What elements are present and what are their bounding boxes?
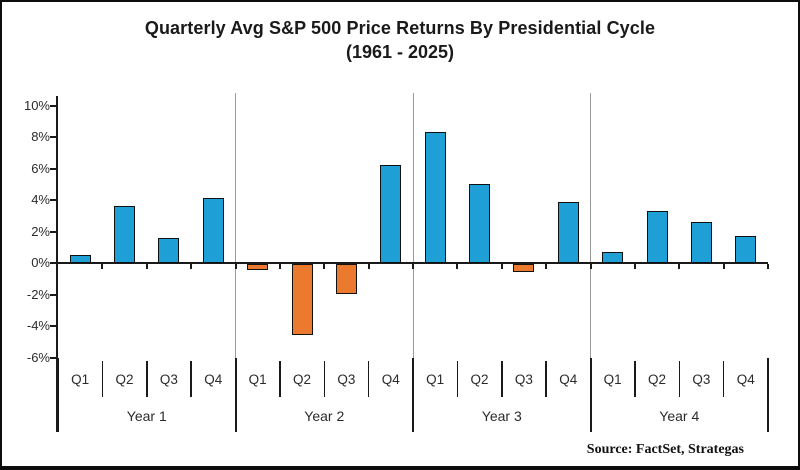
quarter-separator-line <box>101 361 104 397</box>
quarter-separator-line <box>678 361 680 397</box>
x-axis-tick <box>278 264 281 269</box>
bar-year2-q1 <box>247 264 269 271</box>
x-axis-tick <box>145 264 148 269</box>
bar-year4-q3 <box>690 222 712 263</box>
year-divider-line <box>590 93 591 360</box>
y-tick-label: 8% <box>31 129 50 144</box>
bar-year3-q2 <box>469 184 491 263</box>
quarter-label: Q1 <box>603 372 622 387</box>
bar-year2-q4 <box>380 165 402 263</box>
y-axis-tick <box>50 356 56 359</box>
source-note: Source: FactSet, Strategas <box>586 442 744 457</box>
x-axis-tick <box>190 264 193 269</box>
y-axis-tick <box>50 325 56 327</box>
y-tick-label: -6% <box>26 349 50 365</box>
y-tick-label: -4% <box>26 318 50 333</box>
y-axis-tick <box>50 199 56 201</box>
quarter-label: Q1 <box>248 372 267 387</box>
quarter-separator-line <box>722 361 725 397</box>
bar-year4-q1 <box>602 251 624 263</box>
y-tick-label: -2% <box>26 286 50 302</box>
y-axis-tick <box>50 293 56 296</box>
quarter-label: Q1 <box>426 372 445 387</box>
quarter-label: Q3 <box>337 372 356 387</box>
year-separator-line <box>589 358 592 432</box>
bar-year4-q4 <box>735 236 757 263</box>
x-axis-tick <box>101 264 104 269</box>
title-block: Quarterly Avg S&P 500 Price Returns By P… <box>0 16 800 65</box>
x-axis-tick <box>589 264 592 269</box>
quarter-separator-line <box>190 361 192 397</box>
bar-year2-q2 <box>291 264 313 335</box>
y-tick-label: 0% <box>31 255 50 270</box>
y-axis-tick <box>50 136 56 138</box>
x-axis-tick <box>500 264 503 269</box>
quarter-label: Q3 <box>159 372 178 387</box>
y-axis-tick <box>50 104 56 107</box>
year-separator-line <box>57 358 59 432</box>
quarter-label: Q4 <box>559 372 578 387</box>
x-axis-tick <box>633 264 636 269</box>
quarter-separator-line <box>323 361 325 397</box>
x-axis-tick <box>678 264 681 269</box>
y-tick-label: 10% <box>23 97 50 113</box>
quarter-separator-line <box>501 361 503 397</box>
quarter-label: Q2 <box>470 372 489 387</box>
year-label: Year 3 <box>481 408 522 424</box>
quarter-separator-line <box>279 361 281 397</box>
x-axis-tick <box>545 264 548 269</box>
quarter-label: Q2 <box>293 372 312 387</box>
year-label: Year 1 <box>126 408 167 424</box>
quarter-separator-line <box>367 361 370 397</box>
x-axis-tick <box>456 264 459 269</box>
y-axis-tick <box>50 167 56 170</box>
y-tick-label: 6% <box>31 160 50 176</box>
year-separator-line <box>767 358 769 432</box>
bar-year3-q1 <box>424 132 446 263</box>
quarter-label: Q2 <box>115 372 134 387</box>
year-divider-line <box>235 93 236 360</box>
quarter-label: Q4 <box>736 372 755 387</box>
year-separator-line <box>412 358 414 432</box>
bar-year1-q3 <box>158 237 180 263</box>
quarter-separator-line <box>456 361 459 397</box>
bar-year1-q4 <box>202 198 224 263</box>
x-axis-tick <box>412 264 414 269</box>
y-tick-label: 2% <box>31 223 50 239</box>
quarter-label: Q3 <box>692 372 711 387</box>
bar-year2-q3 <box>335 264 357 294</box>
x-axis-tick <box>234 264 237 269</box>
year-divider-line <box>412 93 414 360</box>
y-axis-line <box>56 96 58 432</box>
x-axis-tick <box>367 264 370 269</box>
bar-year3-q3 <box>513 264 535 272</box>
bar-year1-q2 <box>114 206 136 263</box>
x-axis-line <box>58 262 768 264</box>
year-label: Year 2 <box>304 408 345 424</box>
quarter-separator-line <box>634 361 636 397</box>
x-axis-tick <box>323 264 326 269</box>
x-axis-tick <box>767 264 769 269</box>
quarter-label: Q1 <box>71 372 90 387</box>
y-axis-tick <box>50 230 56 233</box>
quarter-label: Q2 <box>648 372 667 387</box>
bar-year1-q1 <box>69 255 91 263</box>
bar-year4-q2 <box>646 211 668 263</box>
y-tick-label: 4% <box>31 192 50 207</box>
year-separator-line <box>234 358 237 432</box>
x-axis-tick <box>722 264 725 269</box>
quarter-label: Q3 <box>514 372 533 387</box>
quarter-separator-line <box>146 361 148 397</box>
bar-year3-q4 <box>557 201 579 263</box>
quarter-label: Q4 <box>381 372 400 387</box>
chart-title: Quarterly Avg S&P 500 Price Returns By P… <box>144 18 656 38</box>
y-axis-tick <box>50 262 56 264</box>
year-label: Year 4 <box>659 408 700 424</box>
chart-subtitle: (1961 - 2025) <box>345 42 455 63</box>
quarter-label: Q4 <box>204 372 223 387</box>
quarter-separator-line <box>545 361 547 397</box>
